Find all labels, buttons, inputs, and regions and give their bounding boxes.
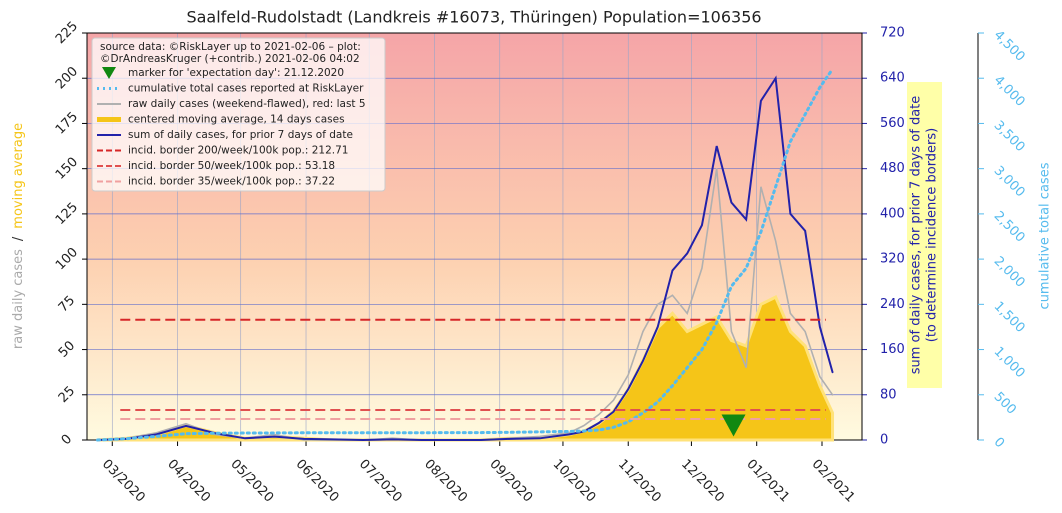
x-tick-label: 08/2020 [421, 457, 470, 506]
legend-label: incid. border 35/week/100k pop.: 37.22 [128, 176, 335, 188]
y2-tick-label: 640 [880, 71, 905, 86]
line [96, 67, 835, 442]
y2-tick-label: 160 [880, 342, 905, 357]
y3-tick-label: 3,500 [991, 118, 1028, 155]
x-tick-label: 09/2020 [486, 457, 535, 506]
y2-tick-label: 400 [880, 206, 905, 221]
legend-label: centered moving average, 14 days cases [128, 114, 345, 126]
y2-tick-label: 80 [880, 387, 897, 402]
y-tick-label: 25 [56, 384, 78, 406]
y2-tick-label: 720 [880, 26, 905, 41]
y3-tick-label: 4,500 [991, 28, 1028, 65]
y3-tick-label: 4,000 [991, 73, 1028, 110]
legend-label: raw daily cases (weekend-flawed), red: l… [128, 98, 366, 110]
x-tick-label: 04/2020 [164, 457, 213, 506]
y3-tick-label: 3,000 [991, 163, 1028, 200]
legend-marker [102, 67, 116, 79]
y-tick-label: 0 [59, 432, 75, 448]
y2-tick-label: 320 [880, 252, 905, 267]
x-tick-label: 07/2020 [356, 457, 405, 506]
legend-box [91, 37, 386, 192]
y-tick-label: 125 [53, 200, 81, 228]
y-axis-label-part: moving average [11, 123, 26, 229]
y3-tick-label: 0 [991, 435, 1007, 451]
y2-tick-label: 0 [880, 433, 888, 448]
y2-label-box [907, 82, 942, 388]
x-tick-label: 02/2021 [809, 457, 858, 506]
legend-label: marker for 'expectation day': 21.12.2020 [128, 67, 344, 79]
y-axis-label-part: raw daily cases [11, 249, 26, 349]
y2-tick-label: 240 [880, 297, 905, 312]
y2-tick-label: 480 [880, 161, 905, 176]
x-tick-label: 11/2020 [615, 457, 664, 506]
y-tick-label: 225 [53, 19, 81, 47]
chart-title: Saalfeld-Rudolstadt (Landkreis #16073, T… [186, 8, 761, 27]
legend-label: sum of daily cases, for prior 7 days of … [128, 129, 353, 141]
y2-axis-label: (to determine incidence borders) [925, 128, 940, 343]
y-tick-label: 150 [53, 155, 81, 183]
y2-axis-label: sum of daily cases, for prior 7 days of … [909, 96, 924, 375]
y3-tick-label: 1,000 [991, 344, 1028, 381]
y3-tick-label: 2,500 [991, 209, 1028, 246]
y3-axis-label: cumulative total cases [1038, 162, 1053, 309]
y3-tick-label: 2,000 [991, 254, 1028, 291]
x-tick-label: 01/2021 [743, 457, 792, 506]
source-text: ©DrAndreasKruger (+contrib.) 2021-02-06 … [100, 53, 360, 65]
line [96, 168, 834, 441]
x-tick-label: 06/2020 [293, 457, 342, 506]
x-tick-label: 05/2020 [227, 457, 276, 506]
legend-label: incid. border 50/week/100k pop.: 53.18 [128, 160, 335, 172]
y-tick-label: 200 [53, 64, 81, 92]
legend-label: cumulative total cases reported at RiskL… [128, 83, 364, 95]
source-text: source data: ©RiskLayer up to 2021-02-06… [100, 41, 361, 53]
y-tick-label: 175 [53, 109, 81, 137]
x-tick-label: 03/2020 [99, 457, 148, 506]
y-tick-label: 100 [53, 245, 81, 273]
y2-tick-label: 560 [880, 116, 905, 131]
y3-tick-label: 500 [991, 389, 1019, 417]
y-tick-label: 50 [56, 338, 78, 360]
y-tick-label: 75 [56, 293, 78, 315]
y3-tick-label: 1,500 [991, 299, 1028, 336]
expectation-marker [721, 414, 746, 437]
y-axis-label: raw daily cases / moving average [11, 123, 26, 349]
y-axis-label-part: / [11, 236, 26, 241]
x-tick-label: 12/2020 [678, 457, 727, 506]
legend-label: incid. border 200/week/100k pop.: 212.71 [128, 145, 348, 157]
x-tick-label: 10/2020 [550, 457, 599, 506]
